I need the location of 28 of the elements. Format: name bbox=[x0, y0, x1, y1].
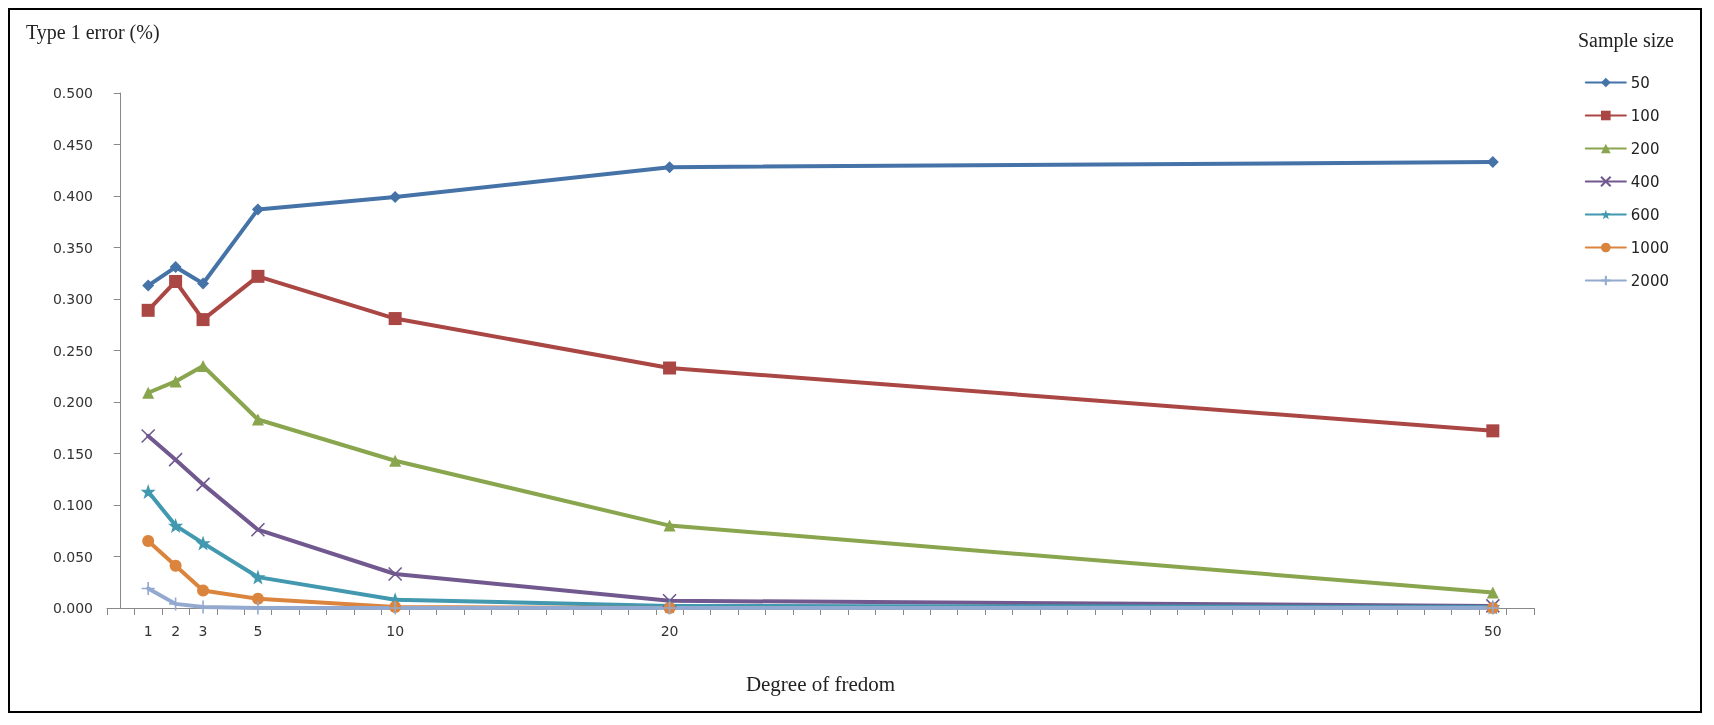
legend-label: 100 bbox=[1630, 106, 1660, 125]
x-axis-title: Degree of fredom bbox=[745, 671, 896, 696]
y-axis-title: Type 1 error (%) bbox=[26, 21, 160, 44]
legend-label: 50 bbox=[1630, 73, 1650, 92]
x-tick-label: 3 bbox=[198, 623, 208, 639]
legend-label: 1000 bbox=[1630, 238, 1670, 257]
x-tick-label: 5 bbox=[253, 623, 263, 639]
y-tick-label: 0.150 bbox=[52, 445, 93, 462]
y-tick-label: 0.500 bbox=[52, 85, 93, 101]
x-tick-label: 10 bbox=[386, 623, 405, 639]
legend-label: 600 bbox=[1630, 205, 1660, 224]
x-tick-label: 1 bbox=[143, 623, 153, 639]
x-tick-label: 50 bbox=[1483, 623, 1502, 639]
y-tick-label: 0.300 bbox=[52, 291, 93, 307]
x-tick-label: 20 bbox=[660, 623, 679, 639]
legend-label: 400 bbox=[1630, 172, 1660, 191]
y-tick-label: 0.200 bbox=[52, 394, 93, 410]
legend-label: 2000 bbox=[1630, 271, 1670, 290]
y-tick-label: 0.050 bbox=[52, 548, 93, 565]
y-tick-label: 0.100 bbox=[52, 497, 93, 513]
x-tick-label: 2 bbox=[171, 623, 181, 639]
y-tick-label: 0.000 bbox=[52, 600, 93, 616]
y-tick-label: 0.400 bbox=[52, 188, 93, 204]
legend-title: Sample size bbox=[1577, 29, 1675, 52]
legend-label: 200 bbox=[1630, 139, 1660, 158]
y-tick-label: 0.350 bbox=[52, 239, 93, 256]
y-tick-label: 0.450 bbox=[52, 136, 93, 153]
y-tick-label: 0.250 bbox=[52, 342, 93, 359]
